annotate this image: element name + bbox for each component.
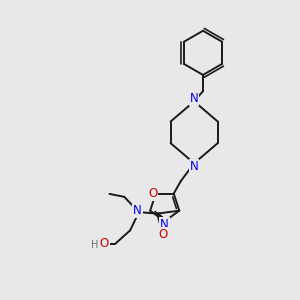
Text: N: N	[190, 92, 199, 105]
Text: O: O	[100, 237, 109, 250]
Text: N: N	[190, 160, 199, 173]
Text: N: N	[160, 218, 169, 231]
Text: N: N	[133, 204, 142, 217]
Text: O: O	[148, 187, 158, 200]
Text: O: O	[158, 228, 168, 241]
Text: H: H	[91, 240, 98, 250]
